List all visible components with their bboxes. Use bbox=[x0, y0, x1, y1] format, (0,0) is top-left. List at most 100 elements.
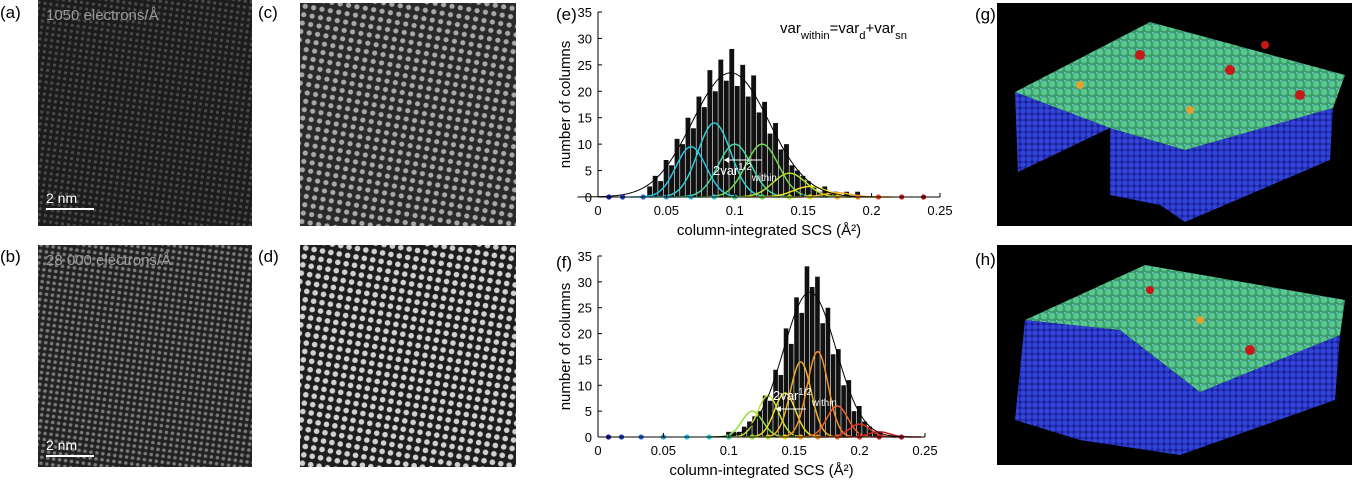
panel-label: (b) bbox=[0, 247, 21, 266]
bar bbox=[805, 181, 811, 197]
text-part: sn bbox=[895, 30, 907, 42]
bar bbox=[674, 138, 680, 197]
bar bbox=[811, 186, 817, 197]
component-curve bbox=[696, 143, 828, 198]
bar bbox=[856, 405, 862, 437]
bar bbox=[867, 426, 873, 437]
text-part: 1/2 bbox=[738, 162, 752, 173]
image-a bbox=[38, 0, 252, 226]
x-tick-label: 0.05 bbox=[654, 203, 679, 218]
bar bbox=[762, 395, 768, 437]
y-tick-label: 15 bbox=[578, 352, 592, 367]
bar bbox=[784, 144, 789, 197]
x-tick-label: 0.05 bbox=[651, 443, 676, 458]
x-axis-label: column-integrated SCS (Å²) bbox=[677, 222, 861, 239]
y-tick-label: 25 bbox=[578, 58, 592, 73]
bar bbox=[862, 421, 867, 437]
image-caption: 28 000 electrons/Å bbox=[46, 252, 171, 269]
bar bbox=[778, 374, 784, 437]
bar bbox=[767, 133, 773, 197]
bar bbox=[729, 49, 735, 197]
x-tick-label: 0 bbox=[594, 443, 601, 458]
x-tick-label: 0.15 bbox=[782, 443, 807, 458]
panel-label: (e) bbox=[556, 5, 577, 24]
fit-curve bbox=[577, 72, 884, 198]
scale-label: 2 nm bbox=[46, 190, 77, 206]
y-tick-label: 0 bbox=[585, 190, 592, 205]
x-tick-label: 0.2 bbox=[851, 443, 869, 458]
bar bbox=[680, 144, 685, 197]
y-tick-label: 35 bbox=[578, 5, 592, 20]
bar bbox=[789, 165, 795, 197]
bar bbox=[756, 112, 762, 197]
panel-label: (h) bbox=[975, 250, 996, 269]
x-tick-label: 0.1 bbox=[726, 203, 744, 218]
bar bbox=[827, 191, 833, 197]
panel-label: (g) bbox=[975, 5, 996, 24]
x-tick-label: 0.2 bbox=[863, 203, 881, 218]
image-b bbox=[38, 245, 252, 467]
x-tick-label: 0.25 bbox=[927, 203, 952, 218]
text-part: =var bbox=[830, 20, 860, 37]
bar bbox=[800, 175, 806, 197]
bar bbox=[794, 170, 800, 197]
bar bbox=[752, 416, 757, 437]
bar bbox=[822, 186, 828, 197]
bar bbox=[804, 266, 810, 437]
text-part: d bbox=[859, 30, 865, 42]
panel-label: (f) bbox=[556, 253, 572, 272]
bar bbox=[830, 354, 836, 437]
bar bbox=[762, 101, 768, 197]
bar bbox=[701, 107, 707, 197]
text-part: within bbox=[751, 173, 777, 184]
image-d bbox=[300, 245, 516, 467]
image-h bbox=[997, 245, 1352, 465]
bar bbox=[757, 411, 763, 437]
bar bbox=[685, 117, 691, 197]
text-part: 2var bbox=[713, 163, 739, 178]
component-curve bbox=[648, 122, 780, 198]
bar bbox=[658, 181, 664, 197]
x-tick-label: 0.25 bbox=[912, 443, 937, 458]
y-tick-label: 30 bbox=[578, 275, 592, 290]
bar bbox=[741, 426, 747, 437]
y-tick-label: 25 bbox=[578, 301, 592, 316]
arrow-head bbox=[776, 406, 781, 412]
text-part: within bbox=[811, 398, 837, 409]
y-axis-label: number of columns bbox=[557, 283, 574, 411]
image-c bbox=[300, 3, 516, 226]
bar bbox=[799, 312, 805, 437]
x-tick-label: 0.15 bbox=[791, 203, 816, 218]
bar bbox=[816, 191, 822, 197]
text-part: 2var bbox=[773, 388, 799, 403]
bar bbox=[778, 149, 784, 197]
y-tick-label: 5 bbox=[585, 164, 592, 179]
image-caption: 1050 electrons/Å bbox=[46, 7, 159, 24]
y-tick-label: 20 bbox=[578, 327, 592, 342]
y-tick-label: 35 bbox=[578, 249, 592, 264]
width-label: 2var1/2within bbox=[713, 162, 777, 184]
bar bbox=[846, 380, 852, 437]
bar bbox=[669, 165, 675, 197]
y-tick-label: 30 bbox=[578, 31, 592, 46]
bar bbox=[647, 186, 653, 197]
text-part: var bbox=[780, 20, 801, 37]
bar bbox=[734, 86, 740, 197]
image-g bbox=[997, 3, 1352, 226]
component-curve bbox=[630, 146, 752, 198]
y-tick-label: 10 bbox=[578, 378, 592, 393]
component-curve bbox=[758, 361, 843, 438]
bar bbox=[696, 96, 702, 197]
bar bbox=[851, 411, 857, 437]
panel-label: (d) bbox=[258, 247, 279, 266]
component-curve bbox=[775, 350, 860, 438]
scale-label: 2 nm bbox=[46, 437, 77, 453]
width-label: 2var1/2within bbox=[773, 387, 837, 409]
bar bbox=[652, 175, 658, 197]
text-part: +var bbox=[865, 20, 895, 37]
component-curve bbox=[795, 405, 880, 438]
bar bbox=[740, 64, 746, 197]
x-tick-label: 0 bbox=[594, 203, 601, 218]
